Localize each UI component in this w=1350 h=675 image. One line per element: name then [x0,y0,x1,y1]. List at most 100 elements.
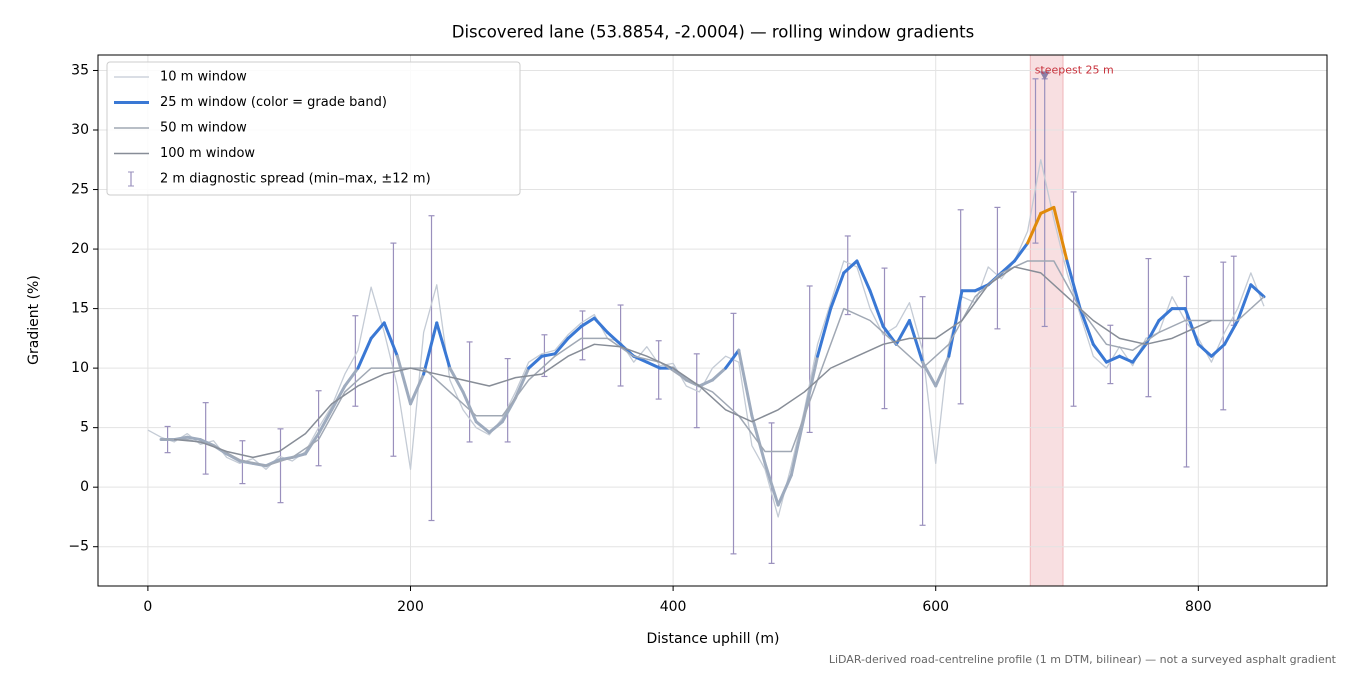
x-axis-label: Distance uphill (m) [647,631,780,647]
line-segment [553,336,570,356]
line-segment [1104,354,1122,364]
y-tick-label: 35 [71,62,89,78]
line-segment [1249,283,1266,299]
line-segment [225,452,242,463]
line-segment [317,408,334,436]
line-segment [724,348,741,370]
line-segment [474,420,491,434]
line-segment [645,360,662,370]
line-segment [829,271,846,311]
line-segment [1223,319,1240,346]
x-tick-label: 200 [397,599,424,615]
error-bar [655,340,662,400]
annotation: steepest 25 m [1035,63,1114,76]
error-bar [1070,191,1077,407]
line-segment [185,435,202,442]
error-bar [957,209,964,405]
line-segment [382,321,399,358]
series-line [147,159,1265,518]
line-segment [461,390,478,424]
error-bar [1145,257,1152,398]
legend: 10 m window 25 m window (color = grade ba… [106,61,521,196]
line-segment [409,372,426,406]
error-bar [919,296,926,526]
line-segment [1091,342,1108,364]
line-segment [1013,241,1030,263]
line-segment [763,461,780,507]
y-tick-label: 5 [80,420,89,436]
line-segment [842,259,859,275]
legend-label: 2 m diagnostic spread (min–max, ±12 m) [160,172,431,187]
line-segment [395,354,413,406]
error-bar [504,357,511,443]
y-tick-label: 15 [71,301,89,317]
y-tick-label: 25 [71,182,89,198]
line-segment [566,324,583,340]
line-segment [1078,307,1095,346]
line-segment [356,336,373,370]
x-tick-label: 600 [922,599,949,615]
series-line [161,260,1265,467]
error-bar [730,312,737,555]
error-bar [881,267,888,410]
line-segment [868,289,885,328]
error-bar [1183,275,1190,468]
line-segment [947,289,964,358]
line-segment [1196,342,1213,358]
line-segment [750,414,767,465]
line-segment [1039,205,1056,215]
error-bar [277,428,284,504]
error-bar [1107,324,1114,385]
line-segment [816,307,833,358]
y-tick-label: 30 [71,122,89,138]
line-segment [711,366,728,382]
line-segment [855,259,872,293]
line-segment [1026,211,1043,245]
line-segment [435,321,452,370]
line-segment [487,420,504,434]
error-bar [844,235,851,316]
line-segment [1065,259,1082,311]
line-segment [527,354,544,370]
y-tick-label: 0 [80,479,89,495]
error-bar [428,215,435,522]
y-tick-label: 10 [71,360,89,376]
line-segment [448,366,465,394]
y-tick-label: −5 [68,539,89,555]
error-bar [466,341,473,443]
line-segment [330,384,347,412]
legend-label: 100 m window [160,146,255,161]
error-bar [202,402,209,475]
line-segment [999,259,1016,275]
steepest-marker [1039,71,1050,81]
line-segment [697,378,714,388]
line-segment [1209,342,1227,358]
legend-box [106,61,521,196]
line-segment [343,366,360,388]
line-segment [776,473,793,507]
series-line [174,266,1212,459]
error-bar [994,206,1001,330]
plot-frame [97,54,1328,587]
line-segment [789,414,806,477]
footnote: LiDAR-derived road-centreline profile (1… [829,653,1337,666]
line-segment [422,321,439,376]
line-segment [540,352,557,358]
line-segment [737,348,754,418]
line-segment [592,316,609,334]
line-segment [1157,307,1174,322]
line-segment [605,330,623,346]
line-segment [514,366,531,400]
error-bar [352,315,359,407]
line-segment [1183,307,1200,346]
legend-label: 10 m window [160,70,247,85]
line-segment [907,319,925,364]
x-tick-label: 0 [143,599,152,615]
y-tick-label: 20 [71,241,89,257]
chart-title: Discovered lane (53.8854, -2.0004) — rol… [452,23,974,42]
line-segment [1052,205,1069,263]
line-segment [1236,283,1253,322]
y-axis-label: Gradient (%) [26,275,42,365]
line-segment [934,354,951,388]
